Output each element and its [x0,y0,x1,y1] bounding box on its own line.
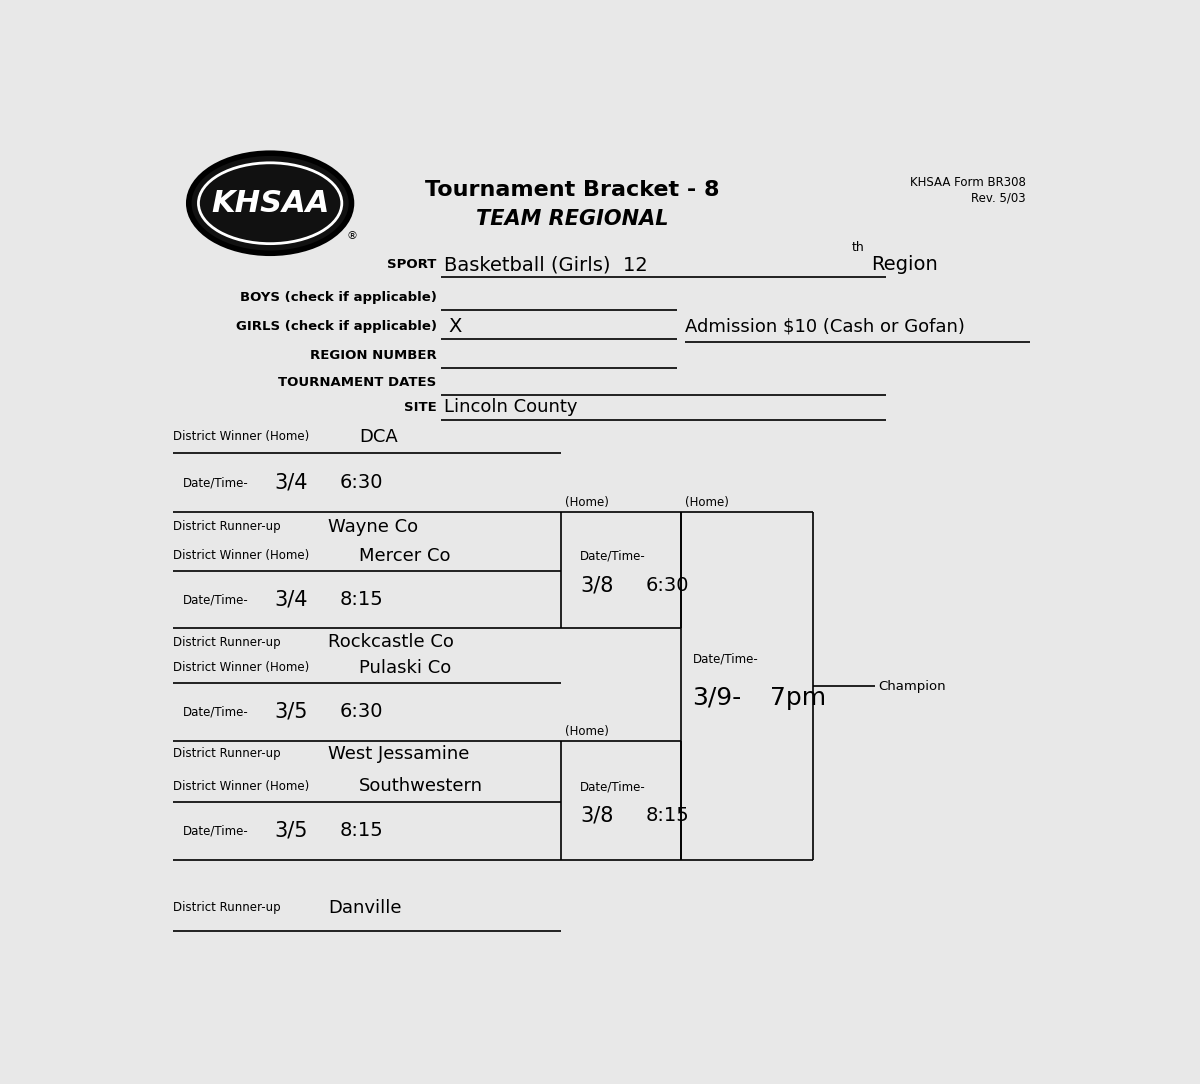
Text: (Home): (Home) [565,496,608,509]
Text: Date/Time-: Date/Time- [182,824,248,837]
Text: Date/Time-: Date/Time- [182,706,248,719]
Text: 6:30: 6:30 [340,702,383,721]
Text: 8:15: 8:15 [340,591,384,609]
Text: 8:15: 8:15 [646,806,690,825]
Text: 3/4: 3/4 [274,473,307,493]
Text: 3/5: 3/5 [274,821,307,841]
Text: Mercer Co: Mercer Co [359,547,451,565]
Text: Tournament Bracket - 8: Tournament Bracket - 8 [425,180,720,201]
Text: TEAM REGIONAL: TEAM REGIONAL [476,208,668,229]
Text: Lincoln County: Lincoln County [444,398,578,416]
Text: 6:30: 6:30 [646,576,690,595]
Text: 7pm: 7pm [770,685,826,710]
Text: GIRLS (check if applicable): GIRLS (check if applicable) [235,320,437,333]
Text: Southwestern: Southwestern [359,777,484,796]
Text: Date/Time-: Date/Time- [182,476,248,489]
Text: 6:30: 6:30 [340,474,383,492]
Text: 3/4: 3/4 [274,590,307,610]
Text: X: X [449,317,462,336]
Text: SPORT: SPORT [388,258,437,271]
Text: ®: ® [346,231,358,242]
Text: SITE: SITE [404,401,437,414]
Text: Date/Time-: Date/Time- [182,593,248,606]
Text: 3/9-: 3/9- [692,685,742,710]
Text: (Home): (Home) [565,725,608,738]
Text: Danville: Danville [329,899,402,917]
Text: KHSAA Form BR308: KHSAA Form BR308 [910,176,1026,189]
Text: 3/8: 3/8 [580,576,613,595]
Text: Region: Region [871,256,937,274]
Text: Date/Time-: Date/Time- [692,653,758,666]
Text: BOYS (check if applicable): BOYS (check if applicable) [240,292,437,305]
Text: District Winner (Home): District Winner (Home) [173,430,310,443]
Text: 8:15: 8:15 [340,822,384,840]
Text: Admission $10 (Cash or Gofan): Admission $10 (Cash or Gofan) [685,318,965,335]
Text: DCA: DCA [359,427,398,446]
Text: Champion: Champion [878,680,946,693]
Text: District Runner-up: District Runner-up [173,747,281,760]
Text: West Jessamine: West Jessamine [329,745,469,763]
Text: Date/Time-: Date/Time- [580,550,646,563]
Text: Pulaski Co: Pulaski Co [359,659,451,676]
Text: th: th [851,242,864,255]
Text: Rev. 5/03: Rev. 5/03 [971,192,1026,205]
Text: TOURNAMENT DATES: TOURNAMENT DATES [278,376,437,389]
Text: Rockcastle Co: Rockcastle Co [329,633,454,651]
Text: Basketball (Girls)  12: Basketball (Girls) 12 [444,256,648,274]
Text: District Runner-up: District Runner-up [173,901,281,914]
Text: District Winner (Home): District Winner (Home) [173,661,310,674]
Ellipse shape [188,153,352,254]
Text: 3/5: 3/5 [274,701,307,722]
Text: District Winner (Home): District Winner (Home) [173,779,310,792]
Text: District Runner-up: District Runner-up [173,635,281,648]
Text: Wayne Co: Wayne Co [329,518,419,535]
Text: KHSAA: KHSAA [211,189,329,218]
Text: 3/8: 3/8 [580,805,613,826]
Text: REGION NUMBER: REGION NUMBER [310,349,437,362]
Text: Date/Time-: Date/Time- [580,780,646,793]
Text: District Runner-up: District Runner-up [173,520,281,533]
Text: District Winner (Home): District Winner (Home) [173,550,310,563]
Text: (Home): (Home) [685,496,728,509]
